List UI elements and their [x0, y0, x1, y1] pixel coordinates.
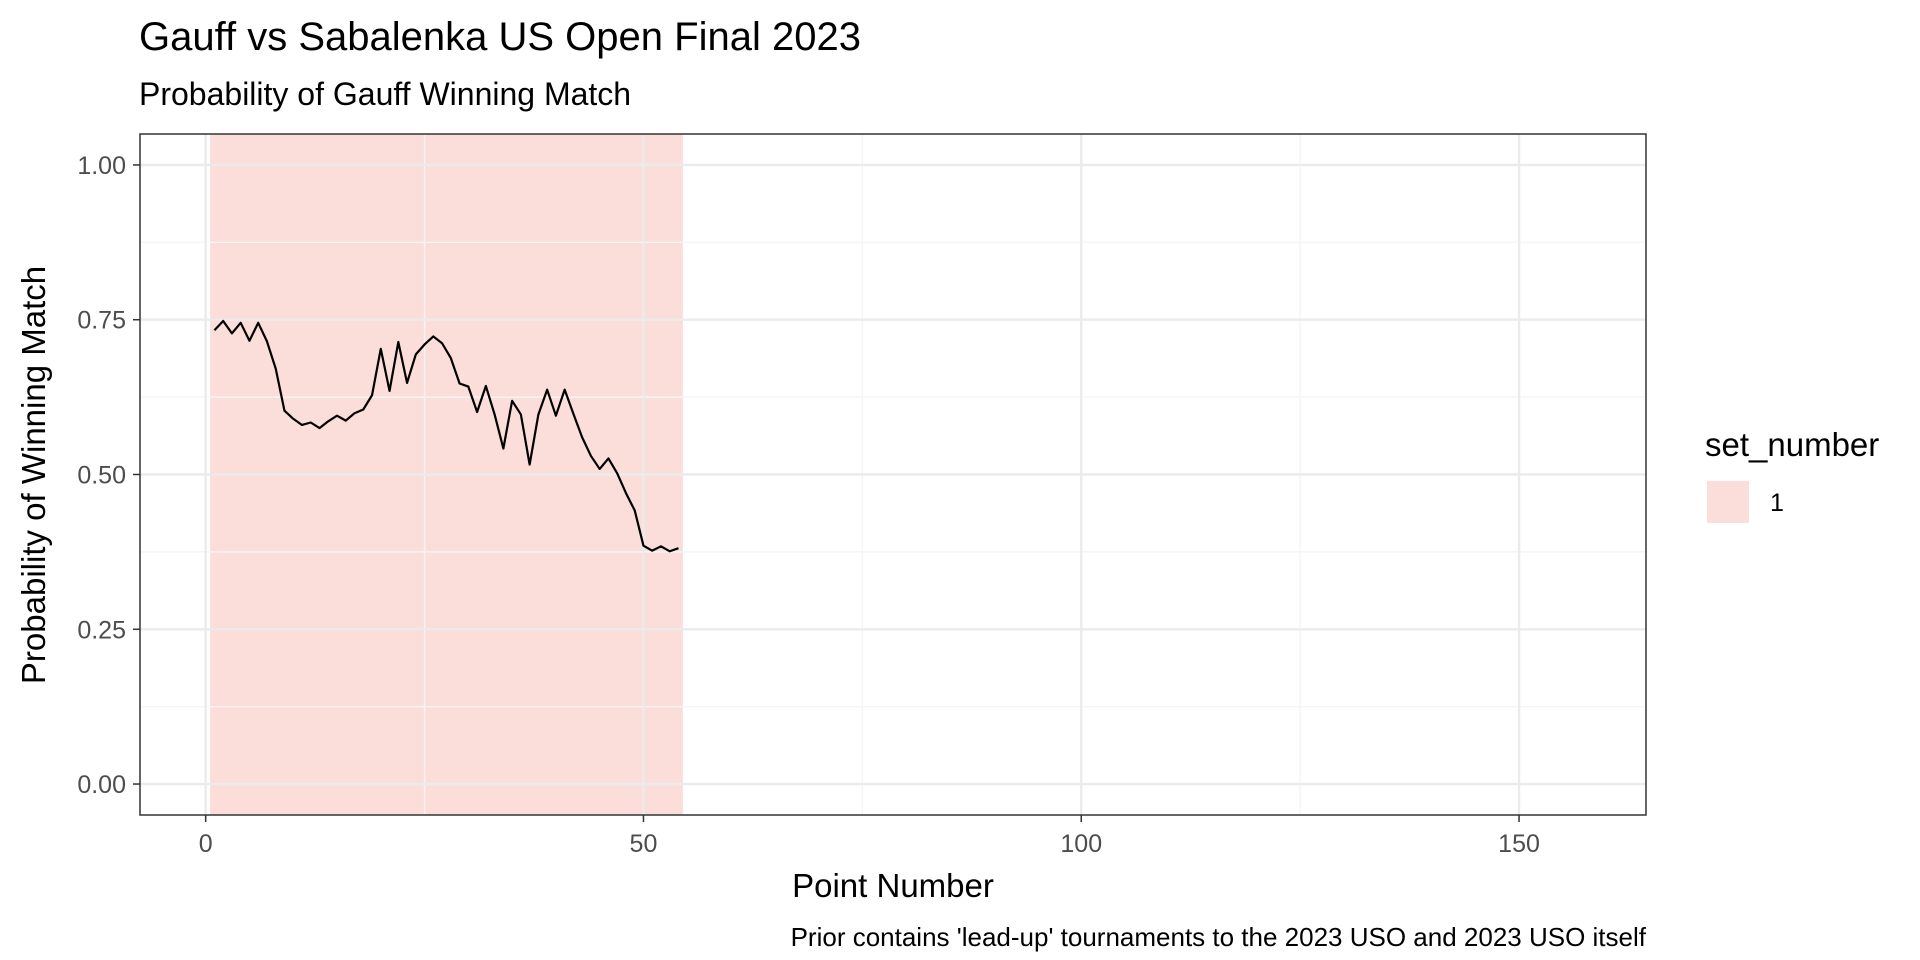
y-tick-label: 0.75	[77, 307, 126, 335]
x-axis-title: Point Number	[792, 867, 994, 904]
y-tick-label: 1.00	[77, 152, 126, 180]
probability-line	[213, 319, 679, 553]
y-axis: 0.00 0.25 0.50 0.75 1.00	[77, 152, 140, 799]
y-tick-label: 0.00	[77, 771, 126, 799]
x-tick-label: 0	[199, 830, 213, 858]
y-tick-label: 0.25	[77, 616, 126, 644]
x-tick-label: 150	[1498, 830, 1540, 858]
y-axis-title: Probability of Winning Match	[15, 266, 52, 684]
legend-label-set-1: 1	[1770, 489, 1784, 517]
chart-caption: Prior contains 'lead-up' tournaments to …	[791, 922, 1647, 952]
x-axis: 0 50 100 150	[199, 815, 1540, 858]
x-tick-label: 100	[1060, 830, 1102, 858]
legend: set_number 1	[1705, 426, 1879, 523]
plot-panel	[139, 133, 1647, 816]
legend-title: set_number	[1705, 426, 1879, 463]
major-grid	[140, 134, 1646, 815]
x-tick-label: 50	[630, 830, 658, 858]
legend-key-set-1	[1707, 481, 1749, 523]
chart-title: Gauff vs Sabalenka US Open Final 2023	[139, 15, 861, 59]
y-tick-label: 0.50	[77, 462, 126, 490]
chart-subtitle: Probability of Gauff Winning Match	[139, 76, 631, 112]
